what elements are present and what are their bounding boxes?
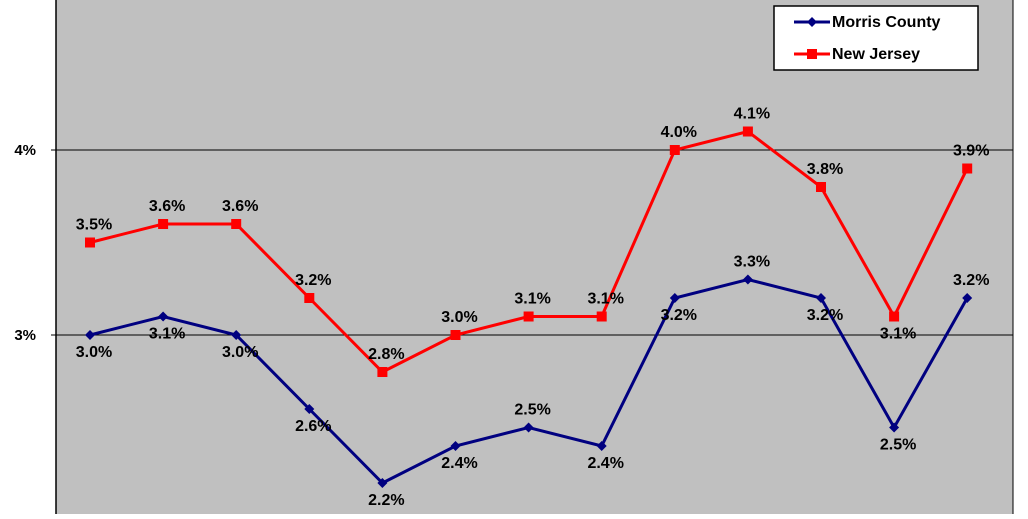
- data-label: 2.8%: [368, 346, 404, 363]
- data-label: 3.6%: [149, 198, 185, 215]
- data-label: 3.8%: [807, 161, 843, 178]
- data-point: [523, 311, 534, 322]
- data-point: [231, 330, 242, 340]
- data-label: 3.1%: [587, 291, 623, 308]
- legend-marker: [807, 49, 817, 59]
- data-point: [377, 367, 388, 377]
- legend-marker: [807, 17, 817, 27]
- y-tick-label: 4%: [14, 142, 36, 159]
- data-label: 2.4%: [441, 455, 477, 472]
- legend-label: New Jersey: [832, 46, 920, 63]
- data-label: 3.2%: [661, 307, 697, 324]
- data-label: 3.0%: [76, 344, 112, 361]
- data-label: 4.1%: [734, 106, 770, 123]
- data-point: [962, 293, 973, 303]
- data-label: 3.6%: [222, 198, 258, 215]
- data-label: 3.0%: [222, 344, 258, 361]
- series: 3.0% 3.1% 3.0% 2.6% 2.2% 2.4% 2.5% 2.4% 3.2% 3.3%…: [76, 106, 990, 510]
- data-label: 3.9%: [953, 143, 989, 160]
- data-point: [889, 422, 900, 433]
- data-label: 3.1%: [880, 326, 916, 343]
- series-morris-county: 3.0% 3.1% 3.0% 2.6% 2.2% 2.4% 2.5% 2.4% 3.2% 3.3%…: [76, 254, 990, 510]
- data-point: [742, 126, 753, 137]
- data-point: [304, 293, 315, 303]
- data-point: [450, 441, 461, 451]
- data-point: [596, 311, 607, 322]
- data-point: [669, 145, 680, 155]
- series-new-jersey: 3.5% 3.6% 3.6% 3.2% 2.8% 3.0% 3.1% 3.1% 4.0% 4.1%…: [76, 106, 989, 377]
- data-label: 4.0%: [661, 124, 697, 141]
- legend-entry: Morris County: [794, 14, 941, 31]
- data-label: 3.2%: [807, 307, 843, 324]
- data-label: 2.6%: [295, 418, 331, 435]
- legend-entry: New Jersey: [794, 46, 920, 63]
- legend: Morris County New Jersey: [773, 5, 979, 71]
- data-point: [377, 478, 388, 488]
- data-label: 2.5%: [514, 402, 550, 419]
- y-tick-label: 3%: [14, 327, 36, 344]
- data-label: 2.2%: [368, 492, 404, 509]
- legend-box: [773, 5, 979, 71]
- data-label: 3.2%: [953, 272, 989, 289]
- grid: [51, 149, 1013, 336]
- data-point: [962, 163, 973, 174]
- data-point: [85, 330, 95, 340]
- data-point: [304, 404, 315, 414]
- data-point: [450, 330, 461, 340]
- data-point: [742, 274, 753, 285]
- plot-area: [55, 0, 1014, 519]
- data-point: [231, 219, 242, 229]
- data-point: [158, 219, 169, 229]
- data-label: 3.0%: [441, 309, 477, 326]
- data-label: 2.4%: [587, 455, 623, 472]
- data-point: [523, 422, 534, 433]
- data-point: [85, 237, 95, 248]
- data-label: 2.5%: [880, 437, 916, 454]
- data-label: 3.1%: [149, 326, 185, 343]
- data-label: 3.5%: [76, 217, 112, 234]
- data-point: [816, 293, 826, 303]
- data-label: 3.2%: [295, 272, 331, 289]
- data-point: [889, 311, 900, 322]
- data-point: [158, 311, 169, 322]
- legend-label: Morris County: [832, 14, 941, 31]
- y-tick-labels: 4%3%2%: [14, 142, 36, 519]
- data-point: [596, 441, 607, 451]
- data-label: 3.1%: [514, 291, 550, 308]
- data-point: [816, 182, 826, 192]
- data-label: 3.3%: [734, 254, 770, 271]
- data-point: [669, 293, 680, 303]
